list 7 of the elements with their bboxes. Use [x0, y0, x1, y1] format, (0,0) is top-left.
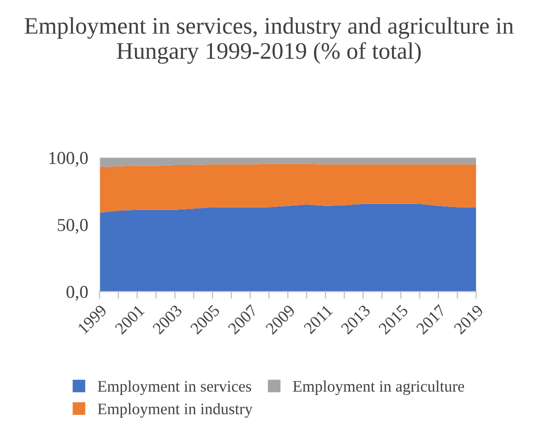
legend-label: Employment in services [98, 380, 252, 396]
legend-label: Employment in agriculture [292, 380, 464, 396]
y-tick-label: 100,0 [49, 152, 88, 167]
chart-title: Employment in services, industry and agriculture in Hungary 1999-2019 (% of total) [24, 17, 514, 64]
y-tick-label: 0,0 [66, 286, 88, 301]
legend-label: Employment in industry [98, 403, 253, 418]
y-tick-label: 50,0 [58, 218, 88, 234]
